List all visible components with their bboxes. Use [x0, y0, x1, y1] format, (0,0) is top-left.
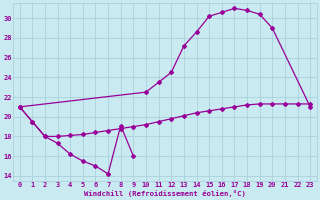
X-axis label: Windchill (Refroidissement éolien,°C): Windchill (Refroidissement éolien,°C) [84, 190, 246, 197]
